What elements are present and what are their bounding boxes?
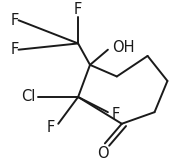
Text: F: F bbox=[47, 120, 55, 135]
Text: F: F bbox=[74, 2, 82, 17]
Text: O: O bbox=[97, 146, 109, 161]
Text: F: F bbox=[10, 42, 18, 57]
Text: F: F bbox=[112, 107, 120, 122]
Text: Cl: Cl bbox=[21, 89, 36, 104]
Text: OH: OH bbox=[112, 40, 134, 55]
Text: F: F bbox=[10, 13, 18, 28]
